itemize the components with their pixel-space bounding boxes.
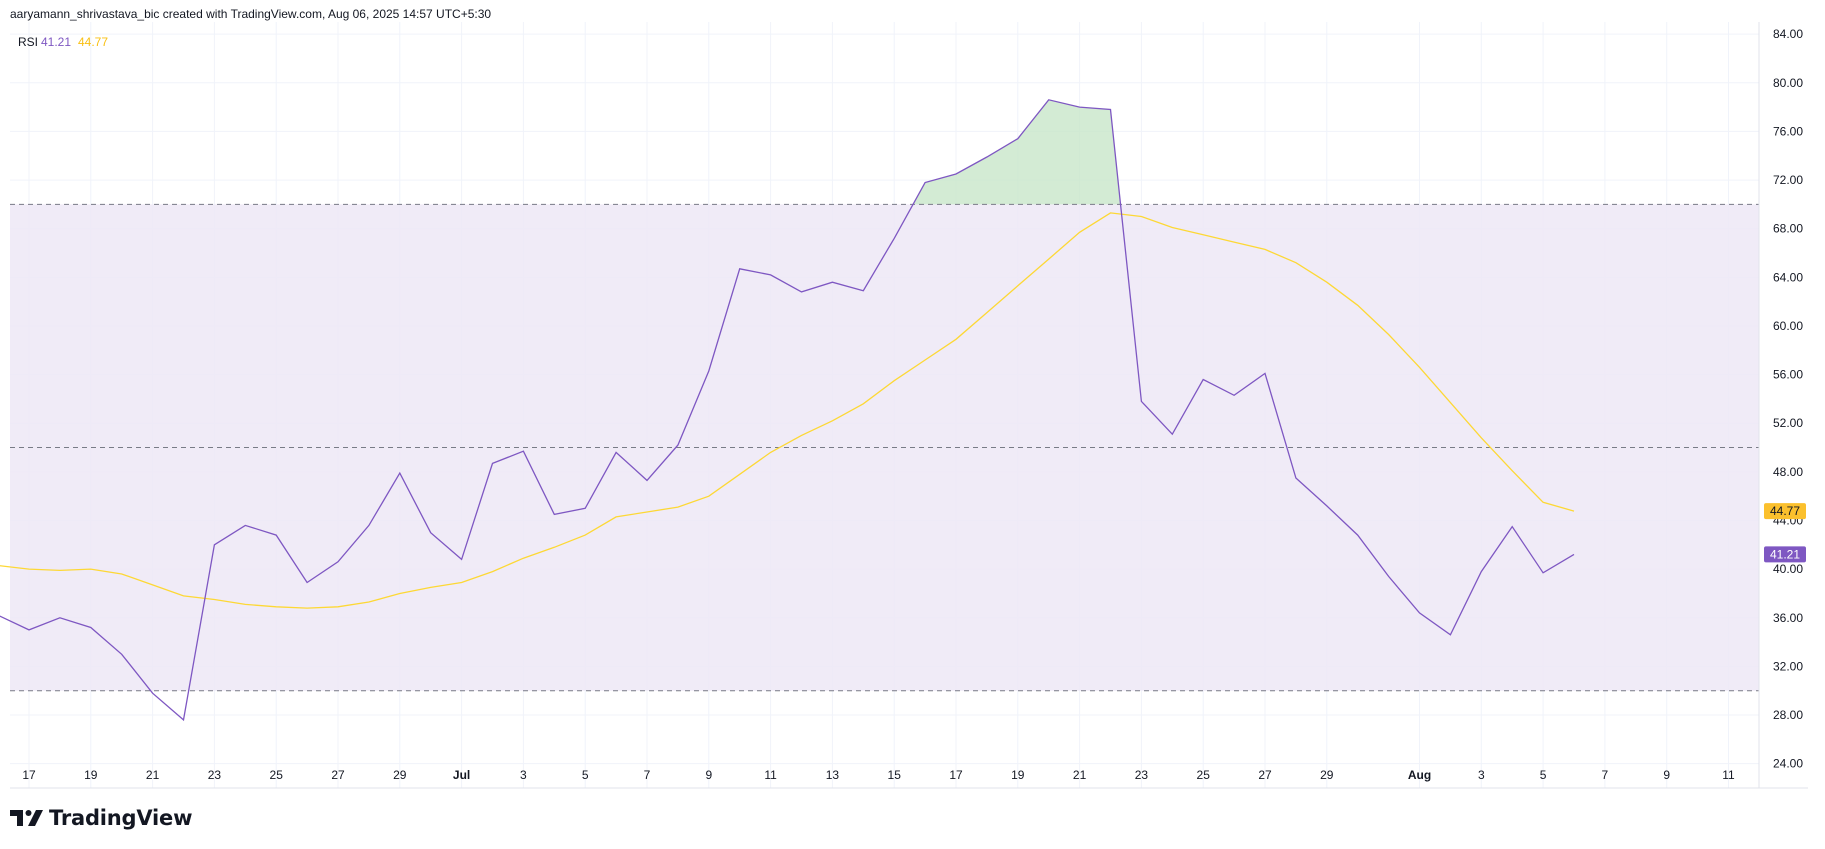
y-tick-label: 28.00 xyxy=(1773,708,1803,722)
y-tick-label: 68.00 xyxy=(1773,222,1803,236)
tradingview-logo-text: TradingView xyxy=(49,806,193,830)
y-tick-label: 80.00 xyxy=(1773,76,1803,90)
tradingview-logo[interactable]: TradingView xyxy=(10,806,192,830)
rsi-line xyxy=(0,99,1575,722)
y-tick-label: 72.00 xyxy=(1773,173,1803,187)
rsi-badge-text: 41.21 xyxy=(1770,547,1800,561)
x-axis[interactable]: 17 19 21 23 25 27 29 Jul 3 5 7 9 11 13 15 17 19 21 23 25 27 2… xyxy=(22,768,1735,782)
x-tick-label: 7 xyxy=(644,768,651,782)
ma-badge-text: 44.77 xyxy=(1770,504,1800,518)
x-tick-label: 19 xyxy=(84,768,98,782)
x-tick-label: 29 xyxy=(1320,768,1334,782)
x-tick-label: 23 xyxy=(1135,768,1149,782)
x-tick-label: 5 xyxy=(1540,768,1547,782)
x-tick-label: 25 xyxy=(270,768,284,782)
x-tick-label: 3 xyxy=(1478,768,1485,782)
y-tick-label: 32.00 xyxy=(1773,659,1803,673)
x-tick-label: 9 xyxy=(705,768,712,782)
y-tick-label: 60.00 xyxy=(1773,319,1803,333)
ma-price-badge: 44.77 xyxy=(1764,503,1806,520)
x-tick-label: 19 xyxy=(1011,768,1025,782)
rsi-badge-background xyxy=(1764,546,1806,563)
x-tick-label: Aug xyxy=(1408,768,1431,782)
legend-ma-value: 44.77 xyxy=(78,35,108,49)
y-tick-label: 48.00 xyxy=(1773,465,1803,479)
overbought-fill xyxy=(913,99,1121,205)
x-tick-label: 15 xyxy=(888,768,902,782)
legend[interactable]: RSI 41.21 44.77 xyxy=(18,35,108,49)
y-tick-label: 40.00 xyxy=(1773,562,1803,576)
y-tick-label: 36.00 xyxy=(1773,611,1803,625)
x-tick-label: 21 xyxy=(1073,768,1087,782)
x-tick-label: 27 xyxy=(331,768,345,782)
x-tick-label: 11 xyxy=(764,768,777,782)
x-tick-label: 5 xyxy=(582,768,589,782)
rsi-ma-line xyxy=(0,212,1575,609)
x-tick-label: 27 xyxy=(1258,768,1272,782)
x-tick-label: 29 xyxy=(393,768,407,782)
y-tick-label: 56.00 xyxy=(1773,368,1803,382)
x-tick-label: Jul xyxy=(453,768,470,782)
y-tick-label: 76.00 xyxy=(1773,124,1803,138)
x-tick-label: 9 xyxy=(1663,768,1670,782)
y-axis[interactable]: 24.0028.0032.0036.0040.0044.0048.0052.00… xyxy=(1773,27,1803,771)
x-tick-label: 21 xyxy=(146,768,160,782)
attribution-text: aaryamann_shrivastava_bic created with T… xyxy=(10,7,491,21)
x-tick-label: 3 xyxy=(520,768,527,782)
ma-badge-background xyxy=(1764,503,1806,520)
x-tick-label: 25 xyxy=(1197,768,1211,782)
y-tick-label: 64.00 xyxy=(1773,270,1803,284)
legend-rsi-value: 41.21 xyxy=(41,35,71,49)
x-tick-label: 23 xyxy=(208,768,222,782)
level-lines xyxy=(10,203,1759,692)
tradingview-logo-icon xyxy=(10,810,43,826)
x-tick-label: 17 xyxy=(949,768,963,782)
x-tick-label: 11 xyxy=(1722,768,1735,782)
y-tick-label: 24.00 xyxy=(1773,757,1803,771)
y-tick-label: 52.00 xyxy=(1773,416,1803,430)
x-tick-label: 17 xyxy=(22,768,36,782)
y-tick-label: 84.00 xyxy=(1773,27,1803,41)
legend-name: RSI xyxy=(18,35,38,49)
x-tick-label: 7 xyxy=(1602,768,1609,782)
rsi-price-badge: 41.21 xyxy=(1764,546,1806,563)
x-tick-label: 13 xyxy=(826,768,840,782)
